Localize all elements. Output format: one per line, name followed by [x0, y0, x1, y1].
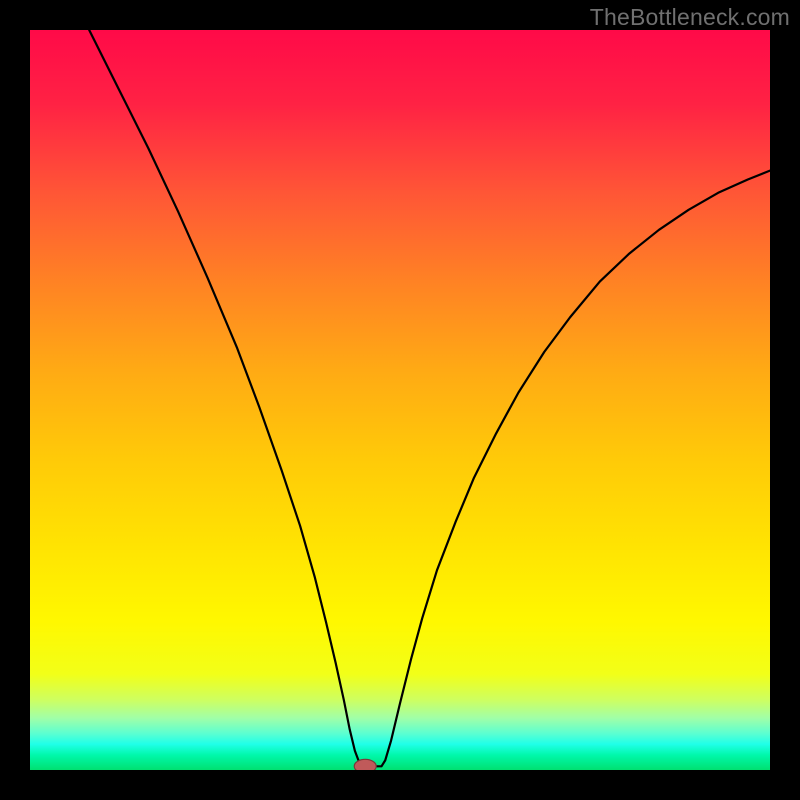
bottleneck-chart [0, 0, 800, 800]
plot-background-gradient [30, 30, 770, 770]
watermark-text: TheBottleneck.com [590, 4, 790, 31]
